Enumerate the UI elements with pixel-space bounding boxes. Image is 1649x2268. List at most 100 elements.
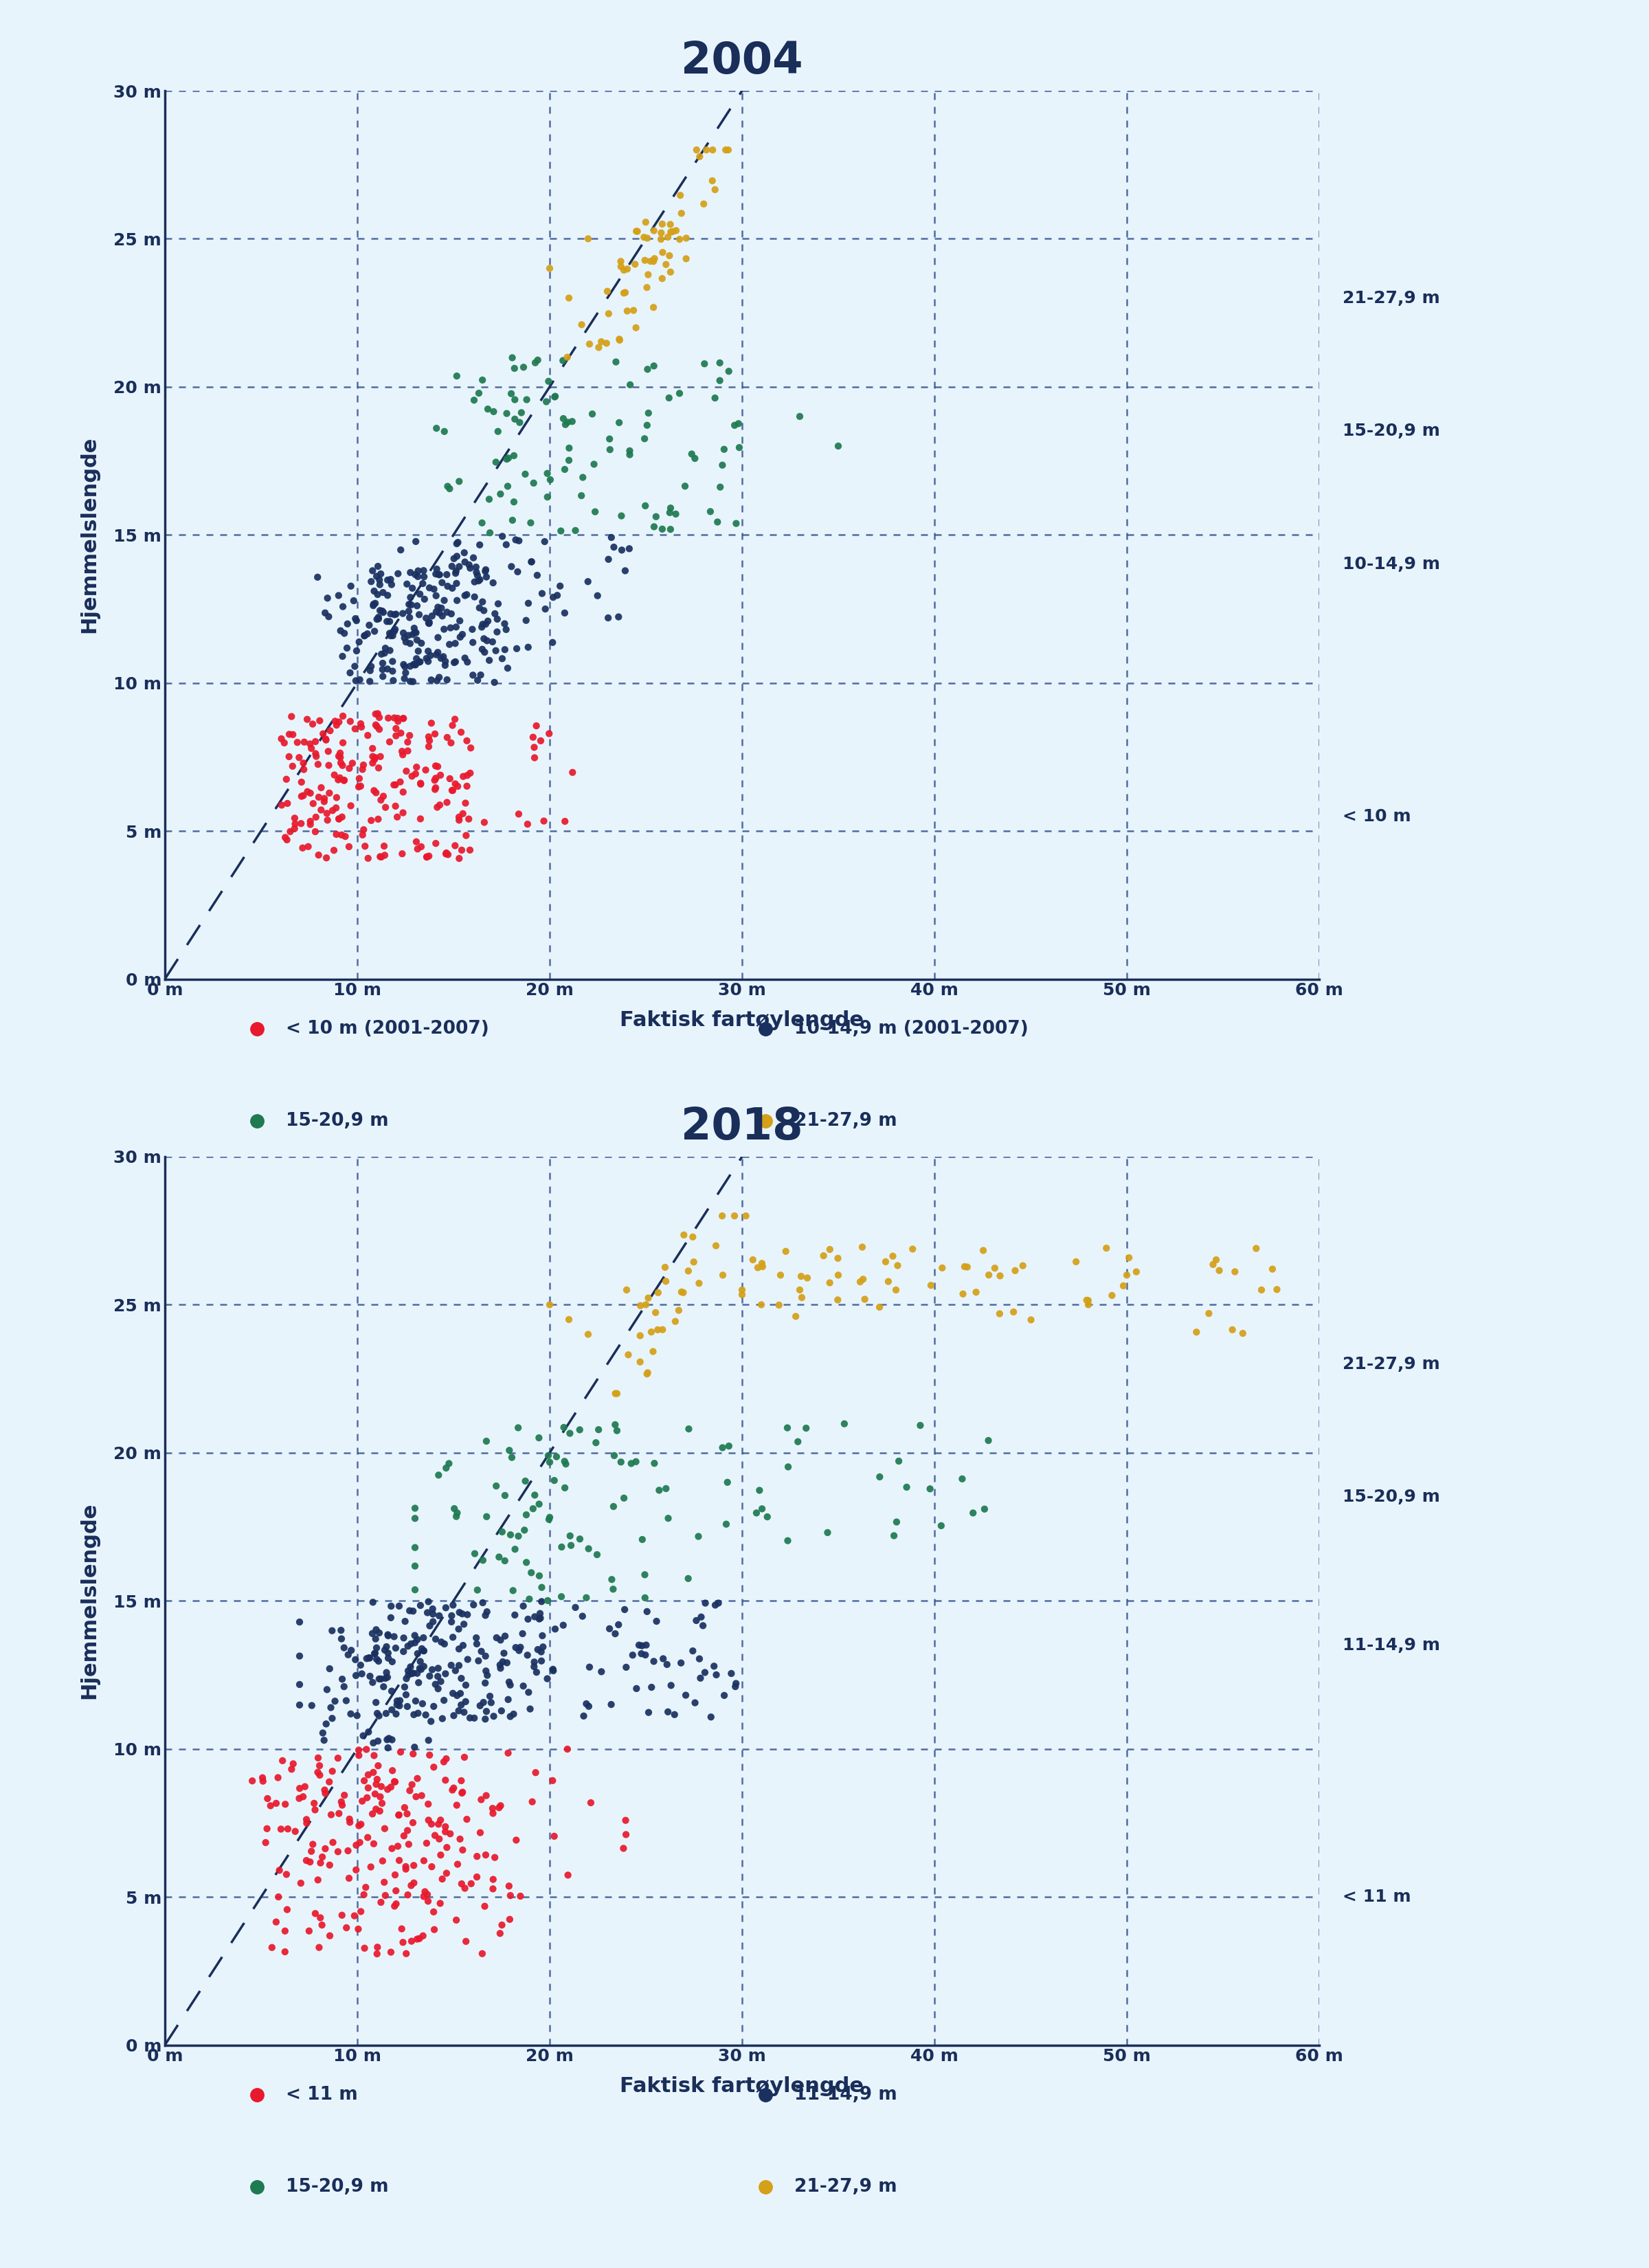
Point bbox=[882, 1272, 909, 1309]
Point bbox=[620, 1637, 646, 1674]
Point bbox=[635, 1354, 661, 1390]
Point bbox=[312, 1776, 338, 1812]
Point bbox=[376, 633, 402, 669]
Point bbox=[473, 1837, 500, 1873]
Point bbox=[416, 1785, 442, 1821]
Point bbox=[488, 1692, 514, 1728]
Point bbox=[401, 646, 427, 683]
Point bbox=[453, 1597, 480, 1633]
Point bbox=[650, 206, 676, 243]
Point bbox=[422, 762, 449, 798]
Point bbox=[467, 562, 493, 599]
Point bbox=[740, 1241, 767, 1277]
Point bbox=[411, 1633, 437, 1669]
Point bbox=[468, 610, 495, 646]
Point bbox=[346, 662, 373, 699]
Point bbox=[401, 1696, 427, 1733]
Point bbox=[364, 1935, 391, 1971]
Point bbox=[693, 132, 719, 168]
Point bbox=[602, 1615, 628, 1651]
Point bbox=[348, 710, 374, 746]
Point bbox=[432, 1814, 458, 1851]
Point bbox=[876, 1263, 902, 1300]
Point bbox=[404, 1635, 430, 1672]
Point bbox=[666, 222, 693, 259]
Point bbox=[510, 1667, 536, 1703]
Point bbox=[529, 1628, 556, 1665]
Point bbox=[521, 465, 547, 501]
Point bbox=[521, 1599, 547, 1635]
Point bbox=[345, 1912, 371, 1948]
Point bbox=[265, 1760, 292, 1796]
Point bbox=[434, 594, 460, 631]
Point bbox=[327, 801, 353, 837]
Point bbox=[394, 1687, 420, 1724]
Point bbox=[585, 329, 612, 365]
Point bbox=[379, 1644, 406, 1681]
Point bbox=[884, 1504, 910, 1540]
Point bbox=[534, 456, 561, 492]
Text: 21-27,9 m: 21-27,9 m bbox=[795, 1111, 897, 1129]
Point bbox=[440, 773, 467, 810]
Point bbox=[368, 556, 394, 592]
Point bbox=[381, 1887, 407, 1923]
Point bbox=[417, 1658, 444, 1694]
Point bbox=[356, 1640, 383, 1676]
Point bbox=[467, 590, 493, 626]
Point bbox=[336, 1801, 363, 1837]
Point bbox=[457, 755, 483, 792]
Point bbox=[452, 1740, 478, 1776]
Point bbox=[374, 1771, 401, 1808]
Point bbox=[534, 1583, 561, 1619]
Point bbox=[500, 1572, 526, 1608]
Point bbox=[366, 1660, 392, 1696]
Point bbox=[442, 828, 468, 864]
Point bbox=[529, 1617, 556, 1653]
Point bbox=[317, 1846, 343, 1882]
Point bbox=[478, 1685, 505, 1721]
Point bbox=[432, 1762, 458, 1799]
Point bbox=[775, 1449, 801, 1486]
Point bbox=[369, 592, 396, 628]
Point bbox=[773, 1411, 800, 1447]
Point bbox=[396, 1656, 422, 1692]
Point bbox=[1017, 1302, 1044, 1338]
Point bbox=[470, 583, 496, 619]
Point bbox=[394, 733, 420, 769]
Point bbox=[416, 603, 442, 640]
Point bbox=[333, 631, 359, 667]
Point bbox=[514, 805, 541, 841]
Point bbox=[424, 411, 450, 447]
Point bbox=[302, 735, 328, 771]
Point bbox=[338, 787, 364, 823]
Point bbox=[1184, 1313, 1210, 1349]
Point bbox=[384, 1687, 411, 1724]
Point bbox=[528, 1583, 554, 1619]
Point bbox=[379, 1753, 406, 1789]
Point bbox=[765, 1286, 792, 1322]
Point bbox=[297, 726, 323, 762]
Point bbox=[453, 576, 480, 612]
Text: < 11 m: < 11 m bbox=[1342, 1889, 1412, 1905]
Point bbox=[745, 1250, 772, 1286]
Point bbox=[424, 662, 450, 699]
Point bbox=[950, 1277, 976, 1313]
Point bbox=[427, 1803, 453, 1839]
Point bbox=[452, 535, 478, 572]
Point bbox=[496, 1431, 523, 1467]
Point bbox=[450, 796, 477, 832]
Point bbox=[475, 603, 501, 640]
Point bbox=[744, 1495, 770, 1531]
Point bbox=[513, 1545, 539, 1581]
Point bbox=[394, 567, 420, 603]
Point bbox=[650, 1640, 676, 1676]
Point bbox=[282, 801, 308, 837]
Point bbox=[612, 274, 638, 311]
Point bbox=[392, 649, 419, 685]
Point bbox=[498, 1440, 524, 1476]
Point bbox=[549, 342, 576, 379]
Point bbox=[452, 1683, 478, 1719]
Point bbox=[595, 599, 622, 635]
Point bbox=[526, 1558, 552, 1594]
Point bbox=[650, 510, 676, 547]
